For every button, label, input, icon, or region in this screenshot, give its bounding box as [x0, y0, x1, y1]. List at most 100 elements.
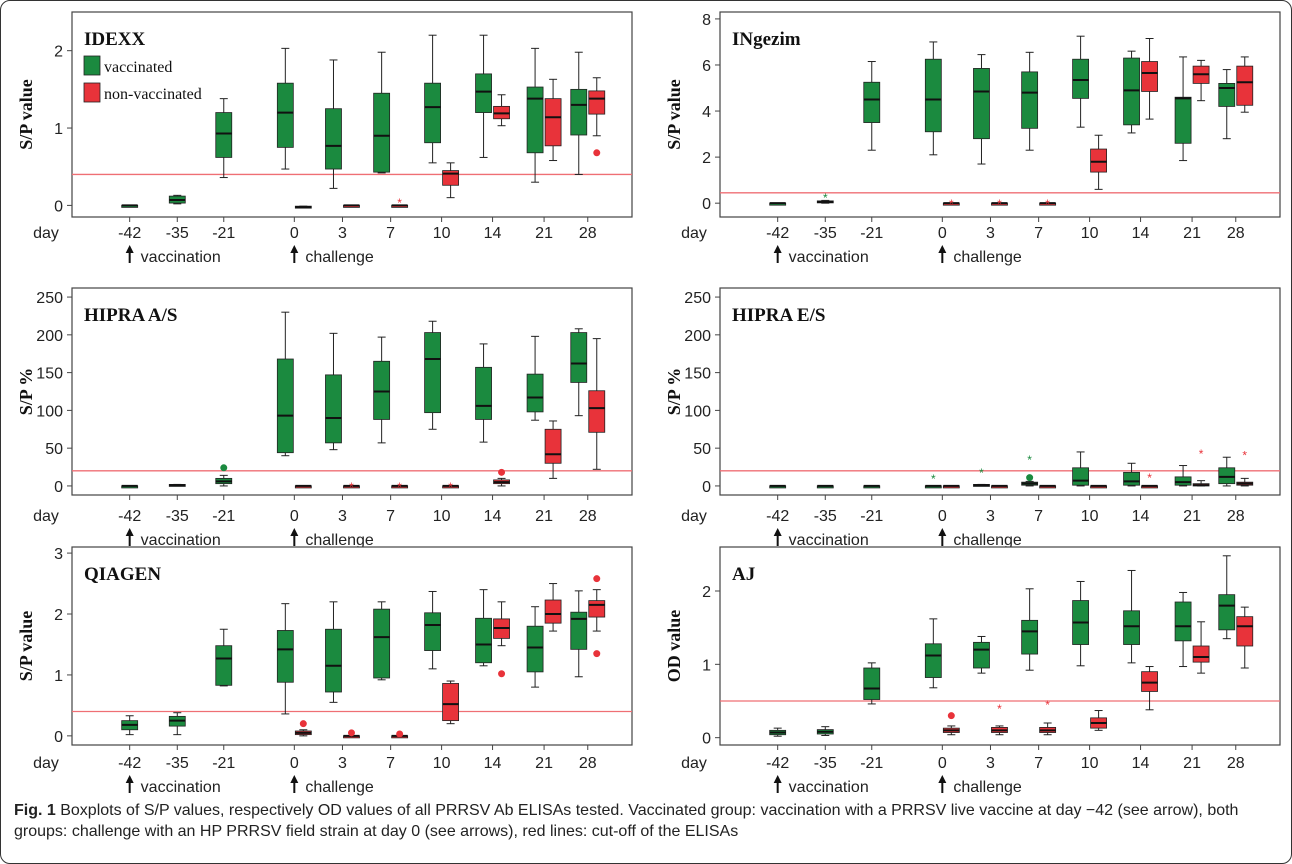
outlier-point — [220, 464, 228, 472]
challenge-label: challenge — [305, 249, 374, 266]
box-non-vaccinated — [1039, 484, 1057, 489]
box-iqr — [924, 58, 942, 133]
box-non-vaccinated: * — [991, 702, 1008, 736]
chart-panel-4: QIAGEN S/P value 0 1 2 3 -42 -35 -21 0 3 7 10 14 21 28 d… — [16, 546, 633, 796]
box-non-vaccinated — [588, 338, 606, 470]
x-tick-label: 10 — [433, 508, 451, 525]
y-tick-label: 2 — [54, 607, 63, 624]
box-vaccinated — [373, 601, 391, 681]
box-vaccinated — [1218, 69, 1236, 140]
box-iqr — [325, 374, 342, 444]
y-axis-label: S/P value — [16, 611, 36, 682]
box-vaccinated — [816, 726, 834, 736]
box-vaccinated — [276, 47, 294, 170]
y-tick-label: 100 — [36, 403, 63, 420]
box-iqr — [424, 332, 442, 414]
box-iqr — [570, 611, 588, 650]
extreme-point: * — [997, 702, 1002, 716]
boxplot-figure: IDEXX S/P value 0 1 2 -42 -35 -21 0 3 7 10 14 21 28 day… — [16, 11, 1281, 796]
box-vaccinated: * — [1021, 453, 1039, 487]
box-iqr — [1141, 61, 1158, 92]
box-non-vaccinated: * — [391, 480, 409, 494]
x-tick-label: 3 — [986, 225, 995, 242]
outlier-point — [498, 670, 506, 678]
box-vaccinated — [215, 98, 233, 179]
y-tick-label: 3 — [54, 546, 63, 563]
x-tick-label: 28 — [1227, 508, 1245, 525]
arrow-head-icon — [290, 528, 299, 536]
box-iqr — [973, 68, 990, 140]
box-vaccinated — [215, 628, 233, 687]
chart-title: AJ — [732, 564, 755, 585]
y-tick-label: 200 — [684, 328, 711, 345]
box-iqr — [215, 112, 233, 158]
box-iqr — [1192, 645, 1210, 663]
y-tick-label: 0 — [54, 729, 63, 746]
x-tick-label: 7 — [386, 225, 395, 242]
y-tick-label: 2 — [702, 150, 711, 167]
legend-swatch-vaccinated — [83, 55, 101, 76]
day-axis-label: day — [33, 755, 59, 772]
x-tick-label: 0 — [938, 755, 947, 772]
box-vaccinated — [475, 589, 492, 667]
day-axis-label: day — [681, 225, 707, 242]
chart-panel-5: AJ OD value 0 1 2 -42 -35 -21 0 3 7 10 14 21 28 day vacc… — [664, 546, 1281, 796]
box-non-vaccinated: * — [1236, 448, 1254, 487]
box-iqr — [475, 366, 492, 420]
x-tick-label: -35 — [166, 755, 189, 772]
chart-panel-1: INgezim S/P value 0 2 4 6 8 -42 -35 -21 0 3 7 10 14 21 2… — [664, 11, 1281, 266]
x-tick-label: 0 — [938, 225, 947, 242]
x-tick-label: 21 — [1183, 225, 1201, 242]
box-vaccinated — [121, 484, 139, 489]
box-iqr — [1236, 65, 1254, 106]
x-tick-label: 10 — [1081, 225, 1099, 242]
box-non-vaccinated — [588, 575, 606, 658]
x-tick-label: 0 — [290, 508, 299, 525]
box-non-vaccinated — [942, 712, 960, 736]
box-iqr — [863, 81, 881, 123]
box-iqr — [570, 332, 588, 383]
box-non-vaccinated — [1236, 56, 1254, 113]
box-vaccinated — [1123, 569, 1140, 664]
x-tick-label: -35 — [166, 225, 189, 242]
box-vaccinated — [424, 320, 442, 430]
outlier-point — [593, 575, 601, 583]
x-tick-label: 7 — [386, 508, 395, 525]
box-iqr — [424, 82, 442, 144]
x-tick-label: -35 — [166, 508, 189, 525]
box-iqr — [373, 92, 391, 173]
day-axis-label: day — [681, 755, 707, 772]
box-vaccinated — [924, 41, 942, 156]
y-tick-label: 150 — [684, 366, 711, 383]
box-iqr — [1174, 96, 1192, 144]
x-tick-label: 10 — [433, 755, 451, 772]
chart-title: IDEXX — [84, 29, 146, 50]
box-iqr — [325, 628, 342, 693]
x-tick-label: -21 — [212, 225, 235, 242]
box-vaccinated — [526, 47, 544, 183]
y-tick-label: 50 — [45, 441, 63, 458]
extreme-point: * — [1045, 698, 1050, 712]
arrow-head-icon — [125, 775, 134, 783]
arrow-head-icon — [773, 245, 782, 253]
box-non-vaccinated — [588, 77, 606, 157]
box-vaccinated — [1174, 465, 1192, 487]
extreme-point: * — [1045, 197, 1050, 211]
box-vaccinated — [863, 61, 881, 151]
y-tick-label: 2 — [702, 584, 711, 601]
y-tick-label: 1 — [702, 657, 711, 674]
legend-label-non-vaccinated: non-vaccinated — [104, 86, 202, 103]
chart-title: INgezim — [732, 29, 801, 50]
box-vaccinated — [1072, 580, 1089, 667]
box-vaccinated — [526, 335, 544, 421]
y-tick-label: 4 — [702, 104, 711, 121]
challenge-label: challenge — [953, 532, 1022, 549]
outlier-point — [1026, 474, 1034, 482]
y-tick-label: 250 — [36, 290, 63, 307]
box-vaccinated — [276, 603, 294, 715]
box-iqr — [544, 599, 562, 624]
x-tick-label: 14 — [1132, 508, 1150, 525]
box-vaccinated — [924, 618, 942, 689]
y-tick-label: 250 — [684, 290, 711, 307]
x-tick-label: -42 — [118, 755, 141, 772]
